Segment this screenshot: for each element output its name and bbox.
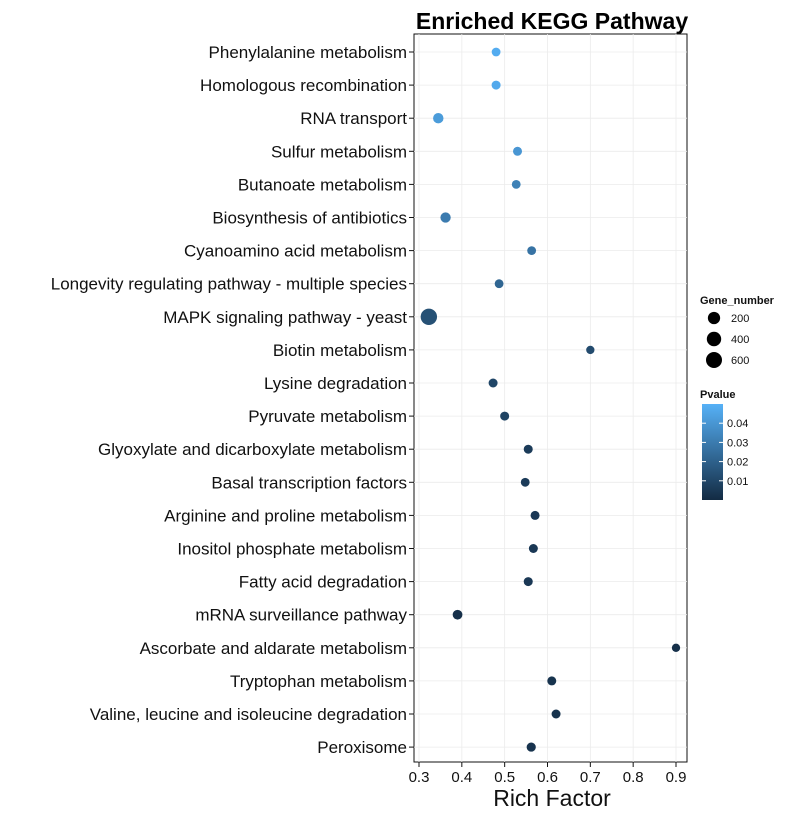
data-point [547, 676, 557, 686]
size-legend-key [707, 311, 721, 325]
data-point [520, 477, 530, 487]
y-tick-label: Inositol phosphate metabolism [177, 540, 407, 559]
y-tick-label: Butanoate metabolism [238, 175, 407, 194]
y-tick-label: Lysine degradation [264, 374, 407, 393]
y-tick-label: Fatty acid degradation [239, 573, 407, 592]
data-point [586, 345, 595, 355]
size-legend: 200 400 600 [705, 311, 749, 369]
data-point [528, 544, 538, 553]
data-point [452, 609, 463, 620]
data-point [433, 112, 444, 124]
y-tick-label: Valine, leucine and isoleucine degradati… [90, 705, 407, 724]
data-points [420, 47, 681, 752]
y-tick-label: MAPK signaling pathway - yeast [163, 308, 407, 327]
size-legend-label: 600 [731, 355, 749, 367]
y-tick-label: Sulfur metabolism [271, 142, 407, 161]
data-point [551, 709, 561, 719]
y-tick-label: Ascorbate and aldarate metabolism [140, 639, 407, 658]
data-point [420, 308, 438, 325]
size-legend-key [705, 351, 723, 369]
pvalue-colorbar [702, 404, 723, 500]
y-tick-label: Cyanoamino acid metabolism [184, 242, 407, 261]
data-point [513, 146, 523, 156]
data-point [488, 378, 498, 388]
plot-panel [413, 33, 688, 763]
y-tick-label: Phenylalanine metabolism [209, 43, 407, 62]
data-point [526, 742, 536, 752]
x-axis: 0.3 0.4 0.5 0.6 0.7 0.8 0.9 [409, 762, 687, 786]
x-tick-label: 0.5 [494, 769, 515, 786]
size-legend-key [706, 331, 722, 347]
data-point [671, 643, 681, 652]
data-point [500, 411, 510, 421]
y-tick-label: Pyruvate metabolism [248, 407, 407, 426]
data-point [527, 246, 537, 256]
size-legend-title: Gene_number [700, 295, 775, 307]
y-tick-label: Longevity regulating pathway - multiple … [51, 275, 407, 294]
color-legend-label: 0.03 [727, 437, 748, 449]
size-legend-label: 400 [731, 334, 749, 346]
y-tick-label: Homologous recombination [200, 76, 407, 95]
data-point [491, 47, 501, 57]
y-tick-label: Glyoxylate and dicarboxylate metabolism [98, 440, 407, 459]
y-tick-label: Biosynthesis of antibiotics [212, 209, 407, 228]
color-legend-ticks: 0.01 0.02 0.03 0.04 [702, 418, 748, 488]
y-tick-label: Tryptophan metabolism [230, 672, 407, 691]
color-legend-label: 0.04 [727, 418, 748, 430]
color-legend-label: 0.01 [727, 476, 748, 488]
chart-title: Enriched KEGG Pathway [416, 8, 688, 34]
grid-lines [414, 34, 687, 762]
color-legend-title: Pvalue [700, 389, 735, 401]
data-point [494, 279, 504, 289]
data-point [491, 80, 501, 90]
x-tick-label: 0.3 [409, 769, 430, 786]
x-tick-label: 0.8 [623, 769, 644, 786]
y-tick-label: RNA transport [300, 109, 407, 128]
y-tick-label: mRNA surveillance pathway [195, 606, 407, 625]
data-point [511, 179, 521, 189]
y-axis-labels: Phenylalanine metabolism Homologous recom… [51, 43, 414, 757]
y-tick-label: Basal transcription factors [211, 473, 407, 492]
y-tick-label: Biotin metabolism [273, 341, 407, 360]
data-point [523, 444, 533, 454]
data-point [523, 577, 533, 587]
size-legend-label: 200 [731, 313, 749, 325]
x-tick-label: 0.9 [666, 769, 687, 786]
x-tick-label: 0.6 [537, 769, 558, 786]
x-tick-label: 0.7 [580, 769, 601, 786]
x-tick-label: 0.4 [451, 769, 472, 786]
y-tick-label: Peroxisome [317, 738, 407, 757]
x-axis-label: Rich Factor [493, 785, 611, 811]
y-tick-label: Arginine and proline metabolism [164, 506, 407, 525]
color-legend-label: 0.02 [727, 457, 748, 469]
data-point [440, 212, 451, 223]
data-point [530, 510, 540, 520]
